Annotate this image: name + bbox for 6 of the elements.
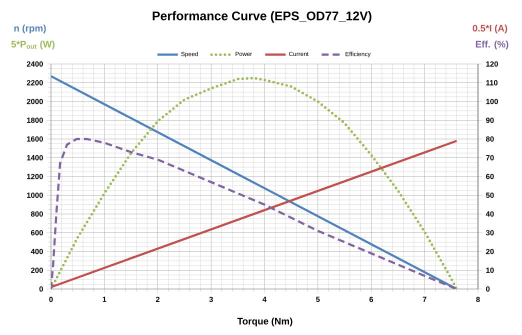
x-axis-title: Torque (Nm)	[237, 318, 292, 326]
text: 0.5*I (A)	[472, 24, 508, 34]
text: 5*P$_{out}$ (W)	[11, 40, 54, 50]
y2-axis-title: Eff. (%)	[476, 40, 508, 50]
y-axis-title: n (rpm)	[14, 24, 46, 34]
chart-title: Performance Curve (EPS_OD77_12V)	[152, 11, 372, 23]
